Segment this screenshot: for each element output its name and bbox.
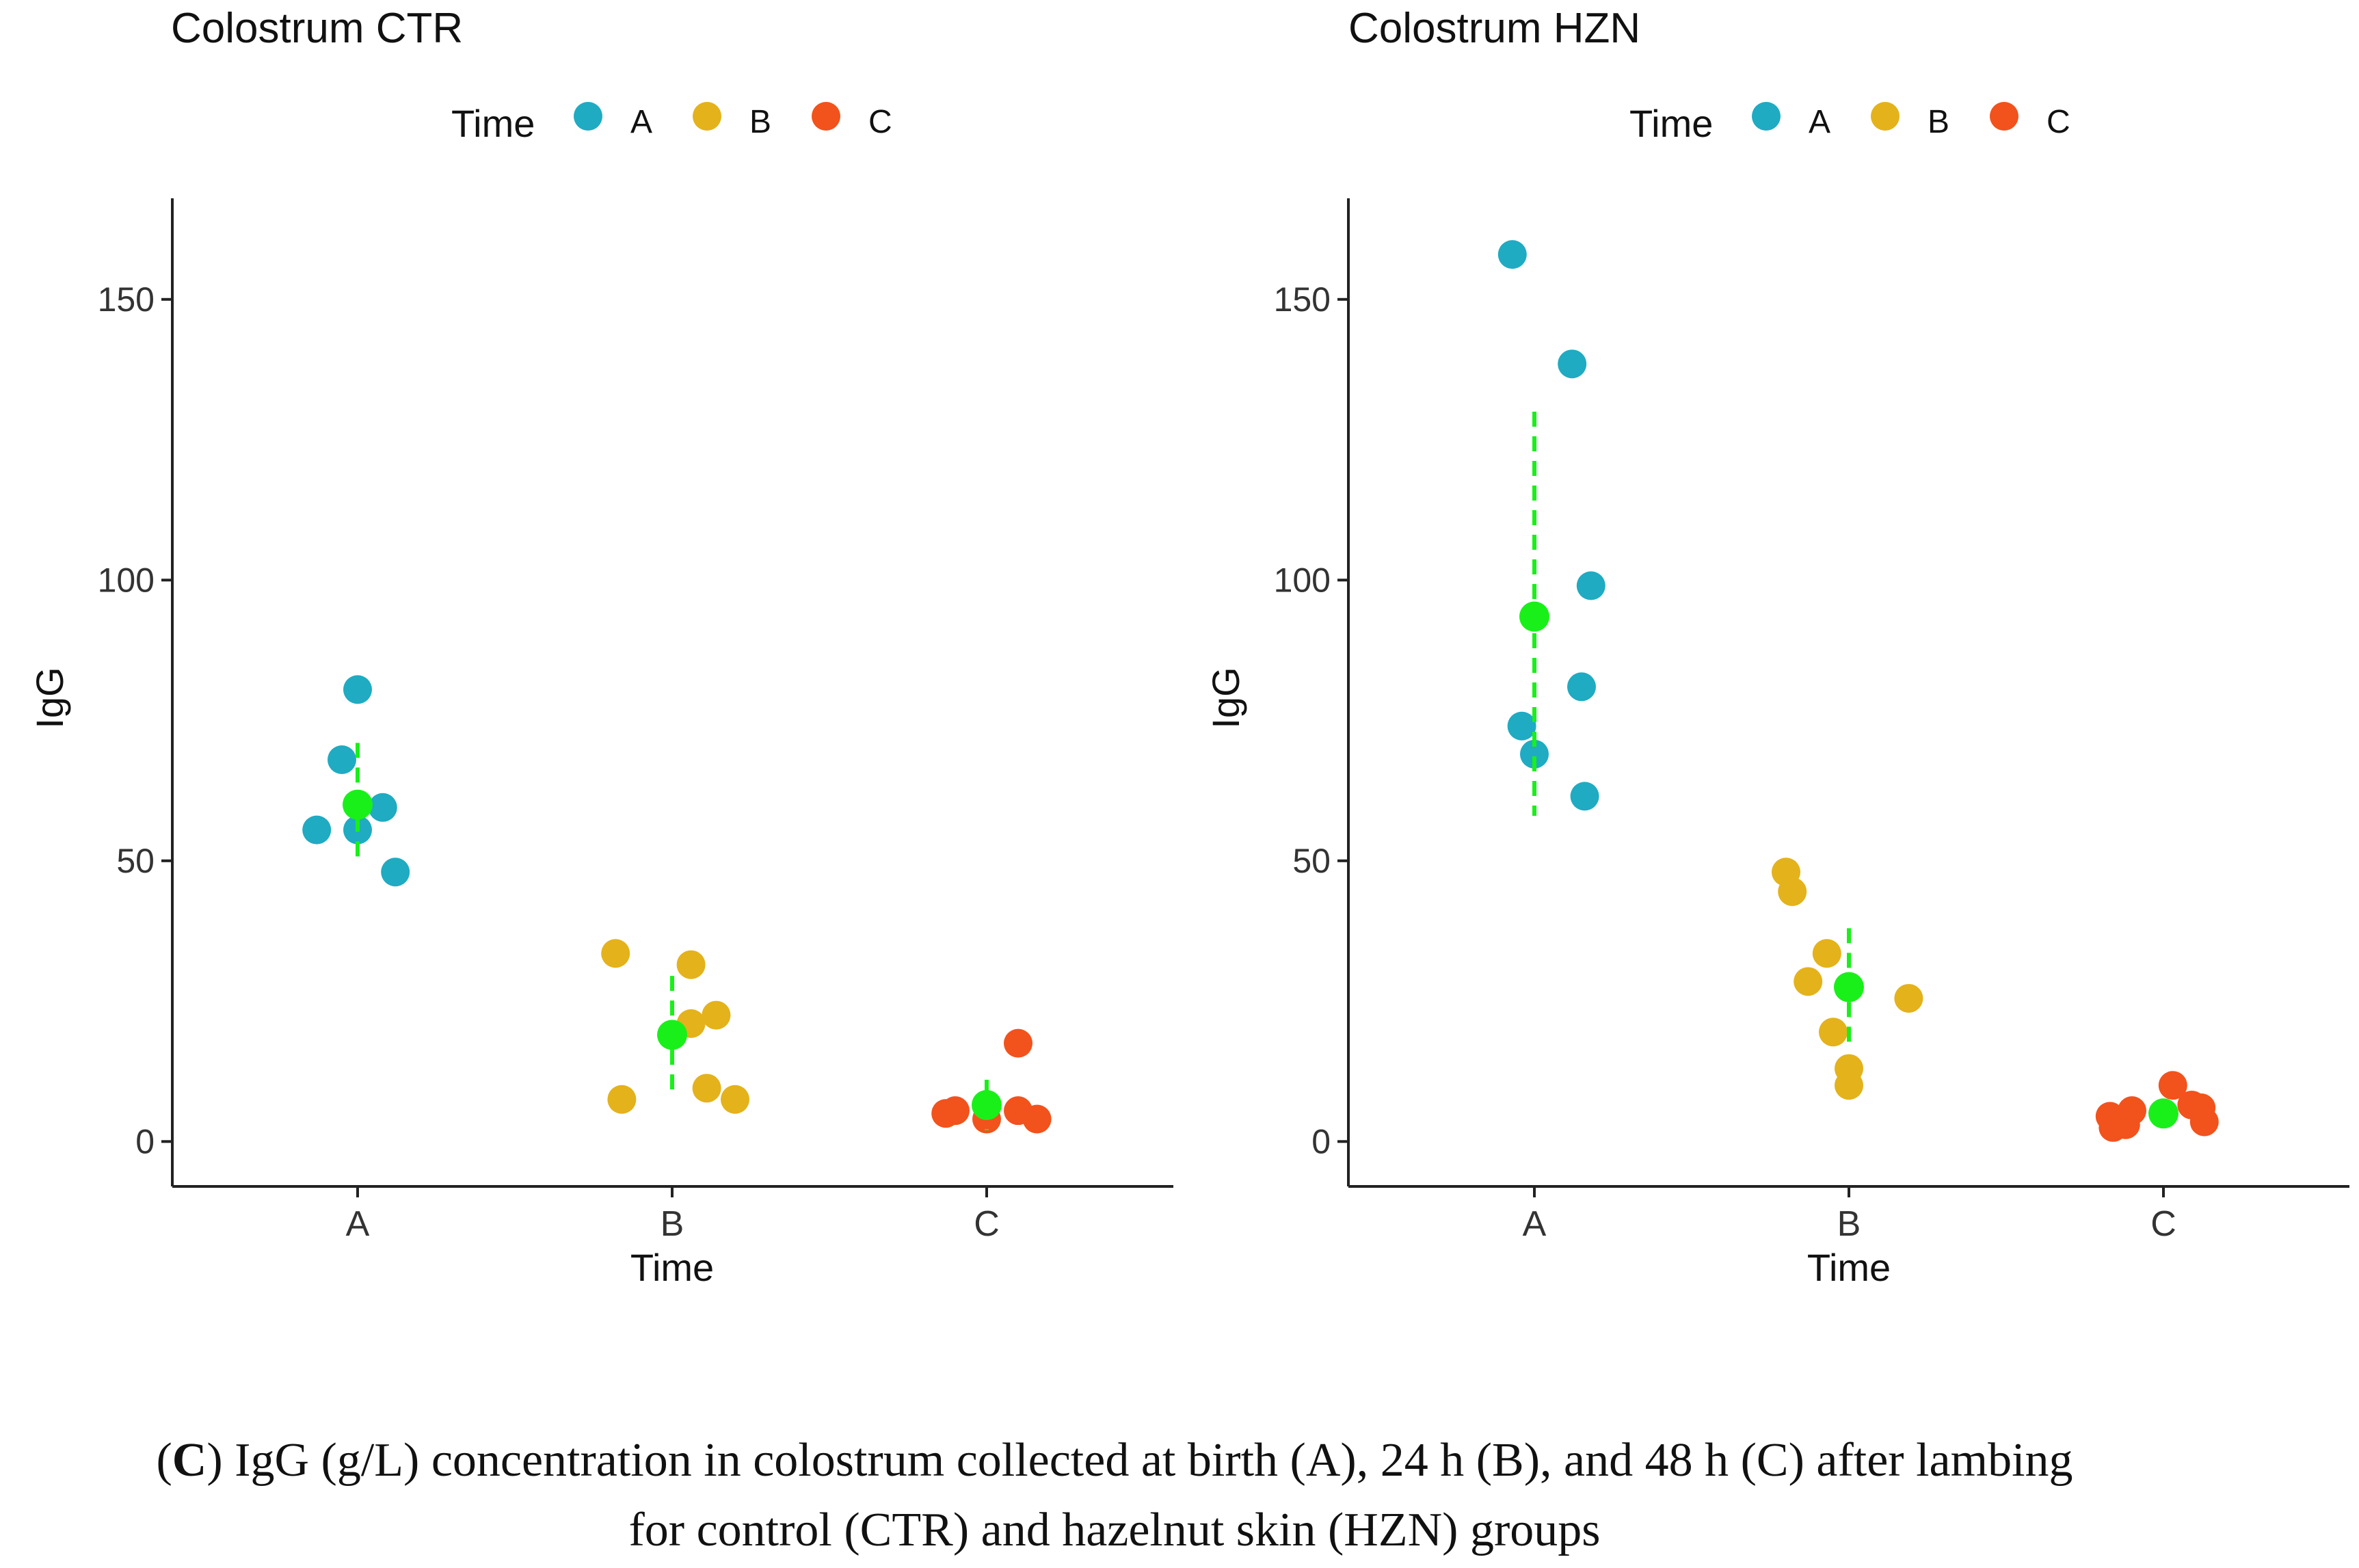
mean-point-b bbox=[657, 1020, 687, 1050]
chart-title: Colostrum CTR bbox=[171, 5, 463, 52]
data-point-c bbox=[1004, 1028, 1032, 1058]
data-point-b bbox=[1894, 983, 1923, 1013]
data-point-a bbox=[1520, 739, 1549, 769]
legend-title: Time bbox=[1629, 102, 1713, 145]
y-tick-label: 150 bbox=[1274, 280, 1331, 319]
data-point-c bbox=[2158, 1071, 2187, 1100]
x-axis-label: Time bbox=[1807, 1246, 1891, 1289]
data-point-a bbox=[1570, 782, 1599, 811]
data-point-b bbox=[692, 1074, 721, 1103]
chart-canvas: Colostrum CTR Time A B C 0 50 100 150 IgG A B C Time C… bbox=[28, 5, 2349, 1289]
data-point-a bbox=[328, 745, 356, 775]
data-point-b bbox=[601, 939, 630, 968]
data-point-b bbox=[1835, 1071, 1863, 1100]
data-point-a bbox=[1567, 672, 1596, 702]
data-point-c bbox=[2111, 1110, 2140, 1139]
data-point-b bbox=[1778, 877, 1807, 906]
data-point-b bbox=[702, 1000, 731, 1030]
x-tick-label-b: B bbox=[1837, 1204, 1861, 1244]
legend-title: Time bbox=[451, 102, 535, 145]
data-point-b bbox=[1812, 939, 1841, 968]
data-point-b bbox=[1819, 1018, 1848, 1047]
x-tick-label-c: C bbox=[2150, 1204, 2176, 1244]
y-tick-label: 150 bbox=[98, 280, 155, 319]
data-point-a bbox=[1507, 711, 1536, 741]
data-point-a bbox=[368, 793, 397, 822]
data-point-b bbox=[607, 1085, 637, 1114]
data-point-a bbox=[381, 858, 410, 887]
data-point-c bbox=[941, 1096, 970, 1126]
y-tick-label: 100 bbox=[1274, 561, 1331, 599]
data-point-c bbox=[2189, 1107, 2219, 1137]
y-tick-label: 0 bbox=[135, 1122, 155, 1160]
mean-point-c bbox=[972, 1089, 1002, 1120]
data-point-b bbox=[1794, 967, 1823, 996]
legend-label-b: B bbox=[749, 104, 771, 140]
x-tick-label-b: B bbox=[661, 1204, 684, 1244]
y-tick-label: 50 bbox=[1292, 842, 1331, 880]
x-axis-label: Time bbox=[630, 1246, 714, 1289]
x-tick-label-c: C bbox=[974, 1204, 1000, 1244]
data-point-a bbox=[302, 815, 332, 845]
caption-panel-label: C bbox=[172, 1434, 207, 1487]
mean-point-b bbox=[1834, 972, 1864, 1002]
data-point-a bbox=[1576, 571, 1605, 600]
mean-point-c bbox=[2148, 1098, 2178, 1129]
caption-line-1: ) IgG (g/L) concentration in colostrum c… bbox=[206, 1434, 2073, 1487]
caption-line-2: for control (CTR) and hazelnut skin (HZN… bbox=[628, 1504, 1601, 1556]
x-tick-label-a: A bbox=[346, 1204, 370, 1244]
y-axis-label: IgG bbox=[28, 667, 71, 728]
y-axis-label: IgG bbox=[1204, 667, 1247, 728]
mean-point-a bbox=[1519, 601, 1549, 632]
legend-label-a: A bbox=[630, 104, 652, 140]
legend-marker-a bbox=[1752, 102, 1781, 131]
data-point-c bbox=[1022, 1104, 1052, 1134]
legend-marker-b bbox=[693, 102, 721, 131]
figure-caption: (C) IgG (g/L) concentration in colostrum… bbox=[0, 1426, 2229, 1565]
data-point-a bbox=[343, 675, 372, 704]
legend-marker-a bbox=[574, 102, 602, 131]
data-point-a bbox=[1558, 349, 1587, 379]
legend-marker-c bbox=[812, 102, 840, 131]
legend-marker-c bbox=[1990, 102, 2018, 131]
legend-marker-b bbox=[1871, 102, 1900, 131]
data-point-a bbox=[1497, 240, 1527, 269]
y-tick-label: 0 bbox=[1311, 1122, 1331, 1160]
legend-label-b: B bbox=[1928, 104, 1949, 140]
data-point-b bbox=[721, 1085, 749, 1114]
y-tick-label: 50 bbox=[116, 842, 155, 880]
legend-label-a: A bbox=[1809, 104, 1830, 140]
data-point-b bbox=[676, 950, 706, 979]
mean-point-a bbox=[343, 789, 373, 820]
legend-label-c: C bbox=[868, 104, 892, 140]
legend-label-c: C bbox=[2047, 104, 2070, 140]
y-tick-label: 100 bbox=[98, 561, 155, 599]
x-tick-label-a: A bbox=[1523, 1204, 1547, 1244]
chart-title: Colostrum HZN bbox=[1348, 5, 1640, 52]
